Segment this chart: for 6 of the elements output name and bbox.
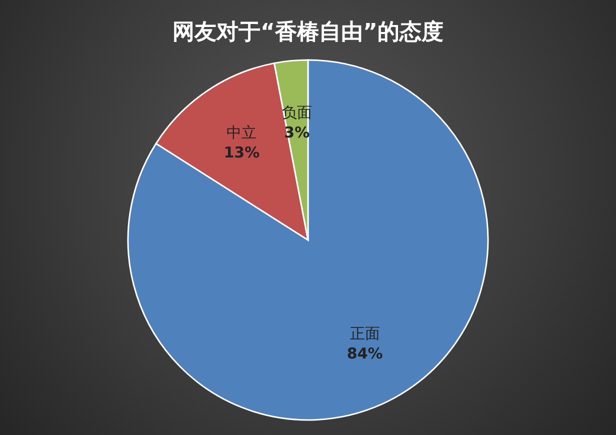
chart-title: 网友对于“香椿自由”的态度 (172, 19, 444, 45)
data-label: 84% (346, 344, 383, 362)
slice-label: 中立 (226, 123, 257, 142)
pie-slice (127, 59, 489, 421)
data-label: 13% (224, 143, 260, 162)
slice-label: 正面 (350, 324, 380, 342)
